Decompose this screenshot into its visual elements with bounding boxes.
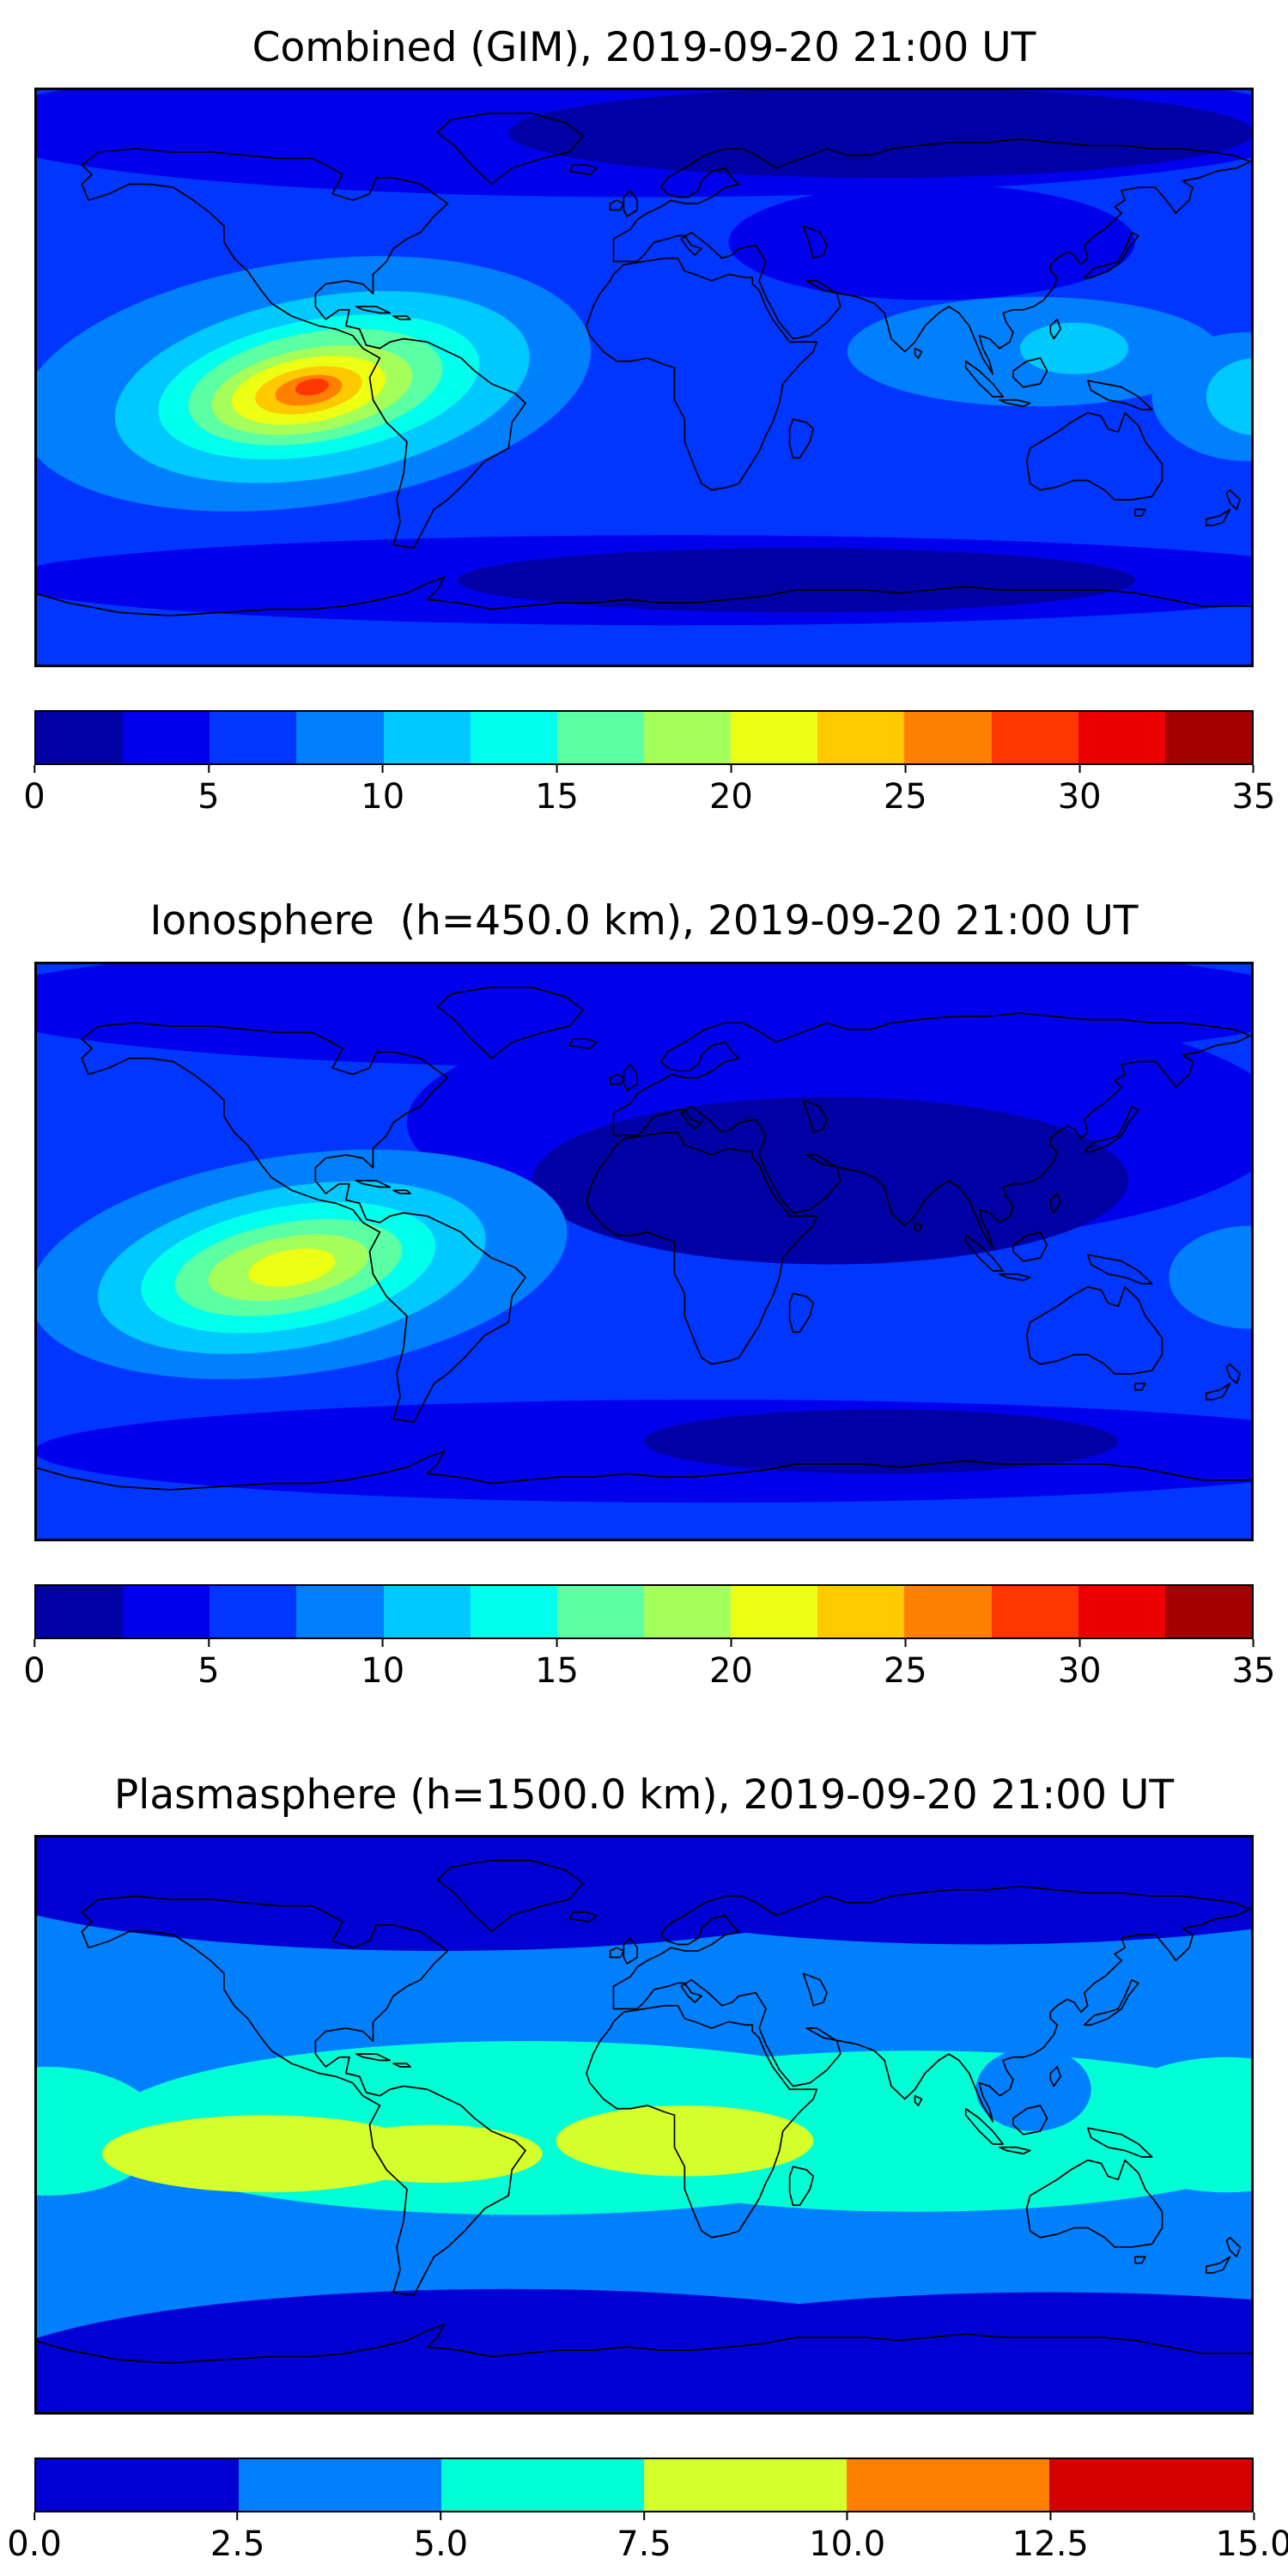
contour-blob (556, 2105, 814, 2177)
colorbar-tick-label: 35 (1232, 1639, 1276, 1691)
colorbar-tick-label: 20 (709, 1639, 753, 1691)
panel-ionosphere: Ionosphere (h=450.0 km), 2019-09-20 21:0… (23, 897, 1275, 1694)
colorbar-tick-label: 10 (361, 765, 404, 817)
contour-blob (458, 548, 1135, 613)
colorbar-tick-label: 10 (361, 1639, 404, 1691)
colorbar-tick-label: 15.0 (1215, 2512, 1288, 2564)
colorbar-ticks-combined: 0 5 10 15 20 25 30 35 (23, 765, 1275, 820)
contour-blob (1169, 1225, 1254, 1329)
colorbar-segment (556, 1585, 644, 1637)
colorbar-tick-label: 10.0 (809, 2512, 885, 2564)
colorbar-tick-label: 0.0 (7, 2512, 62, 2564)
map-svg-plasmasphere (34, 1835, 1254, 2415)
colorbar-tick-label: 35 (1232, 765, 1276, 817)
map-svg-combined (34, 88, 1254, 668)
colorbar-plasmasphere (34, 2458, 1254, 2513)
colorbar-segment (556, 712, 644, 764)
map-plasmasphere (34, 1835, 1254, 2415)
panel-title-combined: Combined (GIM), 2019-09-20 21:00 UT (252, 24, 1036, 71)
colorbar-segment (296, 1585, 384, 1637)
map-border (34, 1835, 1254, 2415)
colorbar-tick-label: 30 (1058, 1639, 1102, 1691)
colorbar-segment (239, 2459, 441, 2512)
colorbar-segment (1164, 1585, 1252, 1637)
colorbar-segment (817, 712, 905, 764)
colorbar-tick-label: 15 (535, 1639, 579, 1691)
colorbar-segment (470, 712, 557, 764)
colorbar-segment (36, 2459, 239, 2512)
contour-blob (644, 1409, 1119, 1474)
colorbar-tick-label: 12.5 (1012, 2512, 1089, 2564)
contour-blob (295, 379, 329, 396)
map-border (34, 88, 1254, 668)
contour-blob (1097, 2057, 1254, 2193)
colorbar-segment (847, 2459, 1049, 2512)
contour-blob (101, 2115, 428, 2193)
colorbar-combined (34, 710, 1254, 766)
contour-blob (1019, 323, 1129, 375)
panel-plasmasphere: Plasmasphere (h=1500.0 km), 2019-09-20 2… (7, 1771, 1288, 2567)
colorbar-segment (644, 2459, 847, 2512)
colorbar-segment (383, 712, 471, 764)
map-ionosphere (34, 961, 1254, 1541)
colorbar-segment (1164, 712, 1252, 764)
contour-blob (1206, 358, 1254, 436)
colorbar-segment (817, 1585, 905, 1637)
colorbar-ionosphere (34, 1583, 1254, 1639)
colorbar-segment (470, 1585, 557, 1637)
colorbar-segment (383, 1585, 471, 1637)
colorbar-tick-label: 20 (709, 765, 753, 817)
colorbar-segment (123, 712, 210, 764)
map-border (34, 961, 1254, 1541)
colorbar-segment (991, 712, 1078, 764)
colorbar-tick-label: 25 (884, 1639, 927, 1691)
colorbar-tick-label: 25 (884, 765, 927, 817)
colorbar-segment (1078, 712, 1165, 764)
panel-title-ionosphere: Ionosphere (h=450.0 km), 2019-09-20 21:0… (149, 897, 1139, 945)
contour-blob (975, 2047, 1091, 2132)
colorbar-segment (36, 712, 124, 764)
colorbar-tick-label: 5 (197, 1639, 219, 1691)
colorbar-segment (123, 1585, 210, 1637)
contour-blob (542, 2292, 1254, 2415)
colorbar-segment (991, 1585, 1078, 1637)
colorbar-segment (904, 712, 992, 764)
colorbar-tick-label: 15 (535, 765, 579, 817)
colorbar-tick-label: 0 (23, 1639, 45, 1691)
map-svg-ionosphere (34, 961, 1254, 1541)
map-combined (34, 88, 1254, 668)
colorbar-tick-label: 0 (23, 765, 45, 817)
colorbar-segment (643, 1585, 732, 1637)
contour-blob (728, 184, 1135, 301)
colorbar-tick-label: 30 (1058, 765, 1102, 817)
colorbar-segment (36, 1585, 124, 1637)
colorbar-segment (1078, 1585, 1165, 1637)
colorbar-segment (904, 1585, 992, 1637)
colorbar-segment (296, 712, 384, 764)
colorbar-segment (731, 712, 818, 764)
colorbar-tick-label: 7.5 (617, 2512, 671, 2564)
colorbar-segment (731, 1585, 818, 1637)
contour-blob (1151, 332, 1254, 462)
colorbar-segment (441, 2459, 644, 2512)
contour-blob (508, 88, 1254, 179)
contour-blob (508, 1835, 1254, 1945)
colorbar-tick-label: 5 (197, 765, 219, 817)
colorbar-segment (210, 1585, 297, 1637)
contour-blob (532, 1097, 1129, 1265)
colorbar-segment (1049, 2459, 1252, 2512)
colorbar-tick-label: 5.0 (414, 2512, 469, 2564)
colorbar-tick-label: 2.5 (210, 2512, 265, 2564)
colorbar-ticks-ionosphere: 0 5 10 15 20 25 30 35 (23, 1639, 1275, 1694)
panel-combined-gim: Combined (GIM), 2019-09-20 21:00 UT 0 5 10… (23, 24, 1275, 820)
colorbar-ticks-plasmasphere: 0.0 2.5 5.0 7.5 10.0 12.5 15.0 (7, 2512, 1288, 2567)
contour-blob (325, 2124, 543, 2184)
colorbar-segment (643, 712, 732, 764)
contour-blob (248, 1248, 336, 1287)
colorbar-segment (210, 712, 297, 764)
panel-title-plasmasphere: Plasmasphere (h=1500.0 km), 2019-09-20 2… (113, 1771, 1175, 1819)
